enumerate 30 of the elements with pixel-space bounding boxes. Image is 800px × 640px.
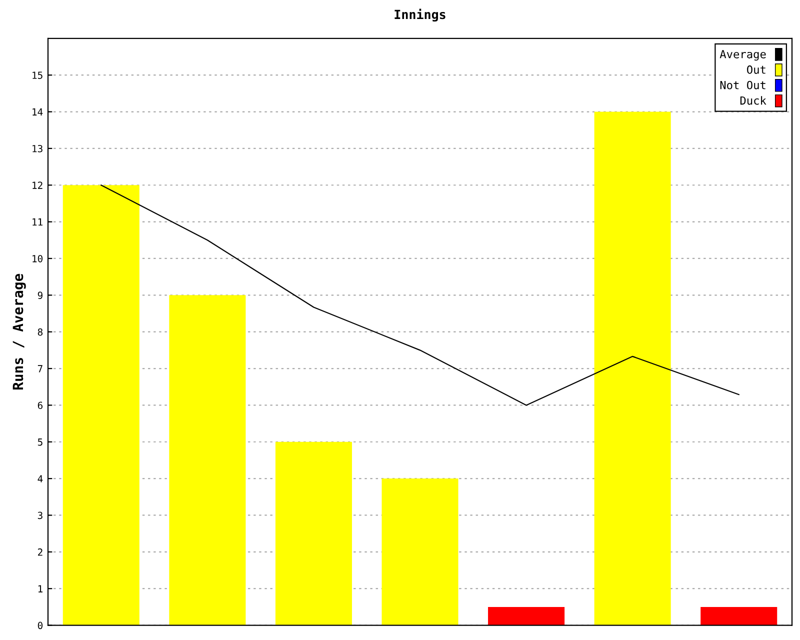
y-tick-label: 13 bbox=[32, 144, 42, 152]
legend-label: Average bbox=[720, 50, 766, 61]
y-tick-label: 2 bbox=[38, 548, 42, 556]
bar bbox=[488, 606, 565, 626]
y-tick-label: 7 bbox=[38, 365, 42, 372]
bar bbox=[62, 185, 140, 626]
y-tick-label: 12 bbox=[32, 182, 42, 189]
bar bbox=[382, 478, 458, 626]
chart-title: Innings bbox=[394, 8, 446, 22]
y-tick-label: 15 bbox=[32, 72, 42, 79]
y-tick-label: 8 bbox=[38, 328, 43, 336]
bar bbox=[594, 112, 671, 626]
legend-label: Not Out bbox=[720, 80, 766, 90]
legend-label: Duck bbox=[740, 96, 766, 105]
legend-label: Out bbox=[747, 65, 766, 74]
y-tick-label: 0 bbox=[38, 622, 43, 630]
y-tick-label: 4 bbox=[38, 475, 43, 482]
bar bbox=[275, 442, 352, 626]
y-tick-label: 11 bbox=[32, 218, 42, 226]
y-tick-label: 5 bbox=[38, 438, 42, 446]
y-tick-label: 6 bbox=[38, 402, 43, 410]
y-tick-label: 10 bbox=[32, 254, 43, 262]
bar bbox=[169, 295, 246, 626]
y-axis-title: Runs / Average bbox=[12, 274, 26, 390]
y-tick-label: 1 bbox=[38, 585, 42, 592]
bar bbox=[700, 606, 778, 626]
y-tick-label: 3 bbox=[38, 512, 42, 520]
y-tick-label: 14 bbox=[32, 108, 43, 116]
line-series bbox=[100, 184, 740, 406]
y-tick-label: 9 bbox=[38, 292, 42, 300]
